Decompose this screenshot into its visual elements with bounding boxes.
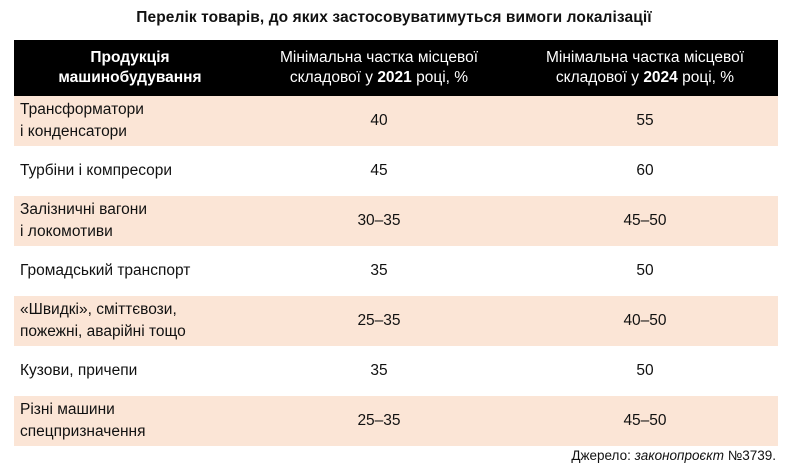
product-line: спецпризначення xyxy=(20,423,146,440)
value-2021-cell: 45 xyxy=(246,146,512,196)
value-2024-cell: 45–50 xyxy=(512,196,778,246)
chart-title: Перелік товарів, до яких застосовуватиму… xyxy=(136,9,652,26)
value-2024-cell: 50 xyxy=(512,246,778,296)
table-row: Залізничні вагони і локомотиви 30–35 45–50 xyxy=(14,196,778,246)
product-line: Громадський транспорт xyxy=(20,262,191,279)
header-2024-after: році, % xyxy=(677,69,735,86)
table-row: Турбіни і компресори 45 60 xyxy=(14,146,778,196)
table-row: Кузови, причепи 35 50 xyxy=(14,346,778,396)
product-cell: Різні машини спецпризначення xyxy=(14,396,246,446)
product-cell: Кузови, причепи xyxy=(14,346,246,396)
product-line: «Швидкі», сміттєвози, xyxy=(20,301,177,318)
value-2021-cell: 35 xyxy=(246,246,512,296)
localization-table: Продукція машинобудування Мінімальна час… xyxy=(14,40,778,446)
product-line: Різні машини xyxy=(20,401,115,418)
product-line: Трансформатори xyxy=(20,101,144,118)
value-2021-cell: 30–35 xyxy=(246,196,512,246)
product-line: і конденсатори xyxy=(20,123,127,140)
header-2021-year: 2021 xyxy=(377,69,412,86)
table-body: Трансформатори і конденсатори 40 55 Турбіни … xyxy=(14,96,778,446)
header-2021: Мінімальна частка місцевої складової у 2… xyxy=(246,40,512,96)
product-cell: Турбіни і компресори xyxy=(14,146,246,196)
value-2024-cell: 55 xyxy=(512,96,778,146)
value-2021-cell: 40 xyxy=(246,96,512,146)
value-2021-cell: 35 xyxy=(246,346,512,396)
header-2021-before: Мінімальна частка місцевої складової у xyxy=(280,49,478,86)
value-2021-cell: 25–35 xyxy=(246,396,512,446)
value-2024-cell: 40–50 xyxy=(512,296,778,346)
product-cell: Трансформатори і конденсатори xyxy=(14,96,246,146)
product-line: Кузови, причепи xyxy=(20,362,138,379)
header-2024-before: Мінімальна частка місцевої складової у xyxy=(546,49,744,86)
product-line: пожежні, аварійні тощо xyxy=(20,323,186,340)
table-row: Громадський транспорт 35 50 xyxy=(14,246,778,296)
product-line: і локомотиви xyxy=(20,223,113,240)
product-cell: «Швидкі», сміттєвози, пожежні, аварійні т… xyxy=(14,296,246,346)
value-2024-cell: 60 xyxy=(512,146,778,196)
header-row: Продукція машинобудування Мінімальна час… xyxy=(14,40,778,96)
table-row: «Швидкі», сміттєвози, пожежні, аварійні т… xyxy=(14,296,778,346)
product-cell: Громадський транспорт xyxy=(14,246,246,296)
table-row: Трансформатори і конденсатори 40 55 xyxy=(14,96,778,146)
source-note: Джерело: законопроєкт №3739. xyxy=(571,448,776,463)
source-number: №3739. xyxy=(723,448,776,463)
table-row: Різні машини спецпризначення 25–35 45–50 xyxy=(14,396,778,446)
value-2024-cell: 50 xyxy=(512,346,778,396)
source-text: законопроєкт xyxy=(634,448,724,463)
header-2024-year: 2024 xyxy=(643,69,678,86)
header-product: Продукція машинобудування xyxy=(14,40,246,96)
value-2021-cell: 25–35 xyxy=(246,296,512,346)
source-label: Джерело: xyxy=(571,448,635,463)
product-cell: Залізничні вагони і локомотиви xyxy=(14,196,246,246)
header-2024: Мінімальна частка місцевої складової у 2… xyxy=(512,40,778,96)
value-2024-cell: 45–50 xyxy=(512,396,778,446)
product-line: Залізничні вагони xyxy=(20,201,148,218)
product-line: Турбіни і компресори xyxy=(20,162,173,179)
header-2021-after: році, % xyxy=(411,69,469,86)
